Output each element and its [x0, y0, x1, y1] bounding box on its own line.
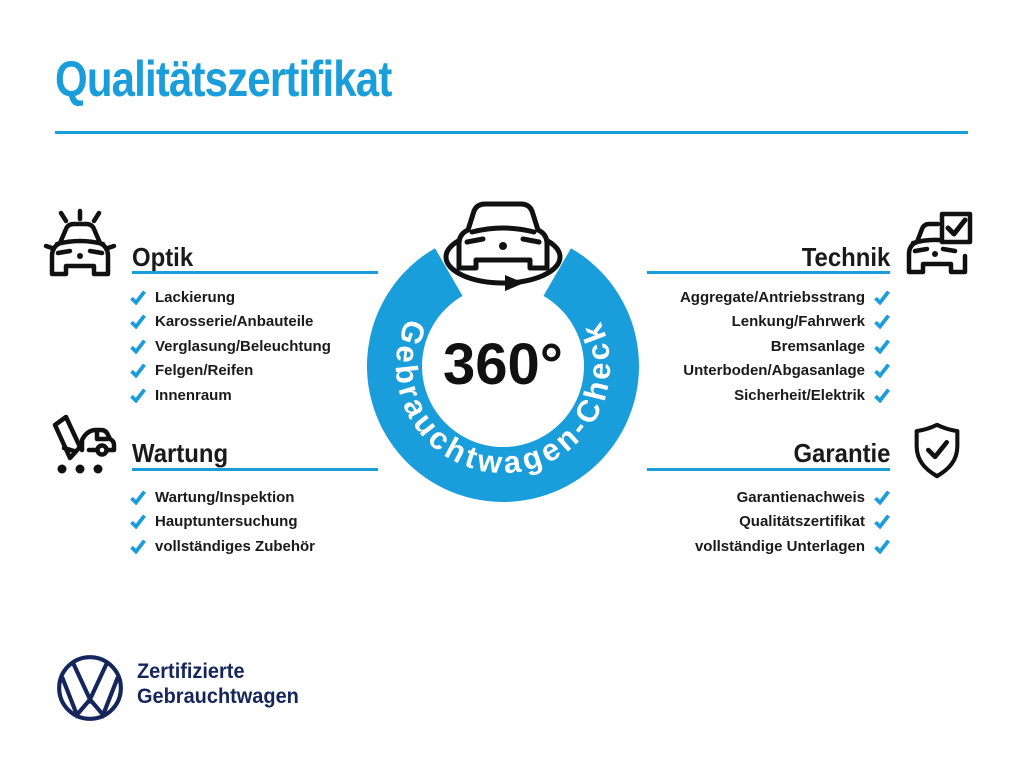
page-title: Qualitätszertifikat — [55, 51, 392, 107]
check-icon — [130, 290, 146, 305]
check-icon — [874, 290, 890, 305]
section-underline — [132, 468, 378, 471]
check-item: Qualitätszertifikat — [590, 510, 890, 535]
check-item: Hauptuntersuchung — [130, 510, 315, 535]
check-item: Felgen/Reifen — [130, 359, 331, 384]
service-checklist-icon — [42, 406, 118, 482]
brand-claim: Zertifizierte Gebrauchtwagen — [137, 659, 299, 709]
check-item: vollständige Unterlagen — [590, 534, 890, 559]
check-item: Sicherheit/Elektrik — [590, 383, 890, 408]
section-underline — [647, 271, 890, 274]
check-item: Karosserie/Anbauteile — [130, 310, 331, 335]
check-icon — [874, 339, 890, 354]
check-icon — [874, 363, 890, 379]
car-headlights-icon — [42, 208, 118, 288]
shield-check-icon — [906, 418, 968, 484]
check-item: Lenkung/Fahrwerk — [590, 310, 890, 335]
header-divider — [55, 131, 968, 134]
check-item: Aggregate/Antriebsstrang — [590, 285, 890, 310]
car-360-rotation-icon — [443, 201, 563, 291]
garantie-list: Garantienachweis Qualitätszertifikat vol… — [590, 485, 890, 559]
check-icon — [874, 539, 890, 554]
section-title-wartung: Wartung — [132, 438, 229, 468]
ring-band — [367, 248, 639, 502]
check-icon — [130, 314, 146, 330]
brand-line-2: Gebrauchtwagen — [137, 685, 299, 708]
section-underline — [132, 271, 378, 274]
section-title-optik: Optik — [132, 242, 194, 272]
check-item: Bremsanlage — [590, 334, 890, 359]
wartung-list: Wartung/Inspektion Hauptuntersuchung vol… — [130, 485, 315, 559]
ring-badge-360: 360° Gebrauchtwagen-Check — [353, 196, 653, 536]
check-icon — [874, 314, 890, 330]
check-item: Lackierung — [130, 285, 331, 310]
check-item: Verglasung/Beleuchtung — [130, 334, 331, 359]
check-icon — [874, 388, 890, 403]
check-icon — [130, 339, 146, 354]
section-underline — [647, 468, 890, 471]
check-icon — [130, 539, 146, 554]
check-icon — [874, 490, 890, 505]
check-item: Wartung/Inspektion — [130, 485, 315, 510]
vw-logo — [55, 653, 125, 723]
check-item: Garantienachweis — [590, 485, 890, 510]
check-icon — [874, 514, 890, 530]
check-icon — [130, 490, 146, 505]
optik-list: Lackierung Karosserie/Anbauteile Verglas… — [130, 285, 331, 408]
section-title-garantie: Garantie — [792, 438, 890, 468]
check-item: Innenraum — [130, 383, 331, 408]
check-icon — [130, 363, 146, 379]
section-title-technik: Technik — [801, 242, 890, 272]
check-item: Unterboden/Abgasanlage — [590, 359, 890, 384]
technik-list: Aggregate/Antriebsstrang Lenkung/Fahrwer… — [590, 285, 890, 408]
car-checkbox-icon — [900, 208, 976, 288]
badge-value: 360° — [443, 332, 563, 397]
check-icon — [130, 388, 146, 403]
check-item: vollständiges Zubehör — [130, 534, 315, 559]
brand-line-1: Zertifizierte — [137, 660, 245, 683]
check-icon — [130, 514, 146, 530]
